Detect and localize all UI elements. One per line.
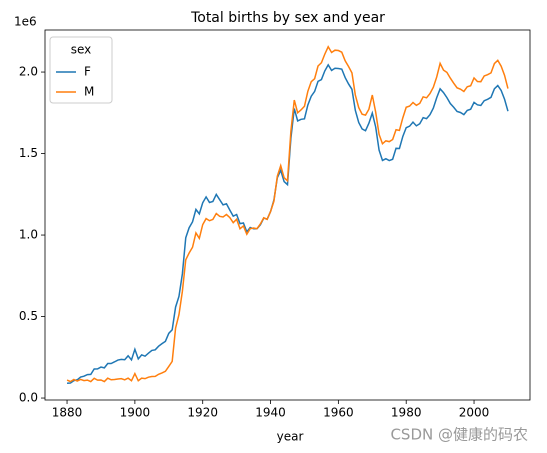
legend-label: F <box>84 65 91 79</box>
y-offset-label: 1e6 <box>14 15 37 29</box>
plot-frame <box>44 29 531 401</box>
x-tick-label: 1980 <box>391 406 422 420</box>
series-line <box>66 45 509 383</box>
x-tick-label: 1960 <box>323 406 354 420</box>
legend-box <box>49 36 113 104</box>
series-line <box>67 63 509 384</box>
x-tick-label: 1880 <box>52 406 83 420</box>
y-tick-label: 0.5 <box>19 309 38 323</box>
watermark: CSDN @健康的码农 <box>390 426 528 444</box>
y-tick-label: 0.0 <box>19 391 38 405</box>
y-tick-label: 1.5 <box>19 146 38 160</box>
x-tick-label: 1900 <box>120 406 151 420</box>
x-tick-label: 1940 <box>255 406 286 420</box>
legend-label: M <box>84 85 94 99</box>
x-tick-label: 2000 <box>459 406 490 420</box>
y-tick-label: 1.0 <box>19 228 38 242</box>
y-tick-label: 2.0 <box>19 65 38 79</box>
x-tick-label: 1920 <box>187 406 218 420</box>
x-axis-label: year <box>277 430 304 444</box>
legend-title: sex <box>71 43 92 57</box>
chart-title: Total births by sex and year <box>190 10 385 26</box>
